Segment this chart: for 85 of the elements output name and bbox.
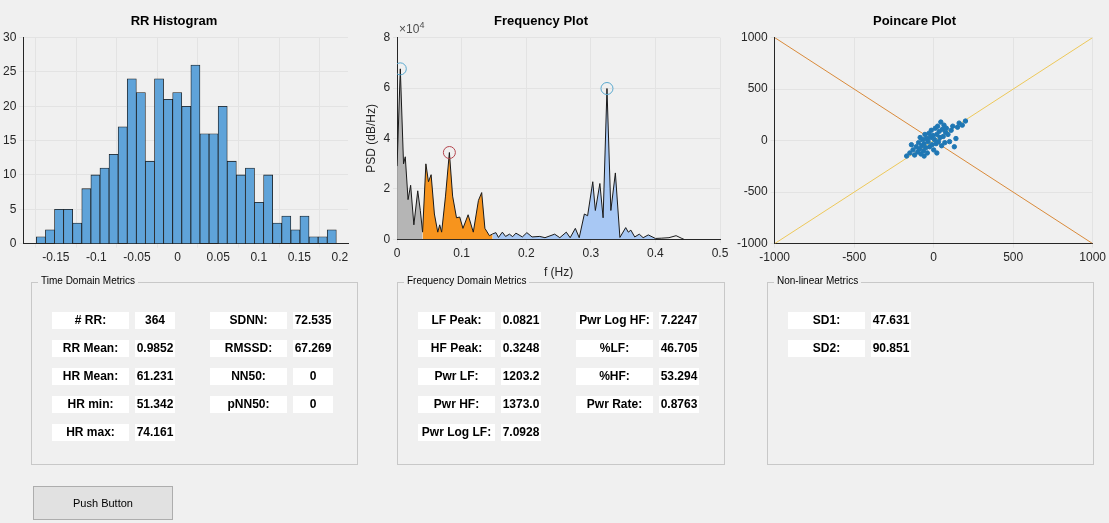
- x-tick-label: 0.2: [517, 245, 535, 260]
- text: 0.8763: [659, 396, 699, 413]
- text: LF Peak:: [418, 312, 495, 329]
- x-tick-label: 0: [174, 250, 182, 265]
- text: 7.2247: [659, 312, 699, 329]
- x-tick-label: -1000: [759, 250, 791, 265]
- x-tick-label: -0.1: [86, 250, 108, 265]
- text: 1203.2: [501, 368, 541, 385]
- text: Pwr Log HF:: [576, 312, 653, 329]
- chart-title: Frequency Plot: [494, 13, 589, 29]
- text: 61.231: [135, 368, 175, 385]
- text: 72.535: [293, 312, 333, 329]
- text: Time Domain Metrics: [38, 275, 139, 286]
- text: 46.705: [659, 340, 699, 357]
- y-tick-label: 0: [761, 132, 768, 147]
- text: 67.269: [293, 340, 333, 357]
- y-tick-label: 25: [2, 64, 17, 79]
- x-tick-label: 0.3: [582, 245, 600, 260]
- chart-title: RR Histogram: [130, 13, 218, 29]
- y-tick-label: 10: [2, 167, 17, 182]
- x-tick-label: 0.1: [453, 245, 471, 260]
- text: 47.631: [871, 312, 911, 329]
- text: RMSSD:: [210, 340, 287, 357]
- y-tick-label: 20: [2, 98, 17, 113]
- x-tick-label: 0.2: [331, 250, 349, 265]
- x-tick-label: 0.1: [250, 250, 268, 265]
- y-tick-label: 5: [9, 201, 17, 216]
- text: HR Mean:: [52, 368, 129, 385]
- y-tick-label: -500: [743, 184, 768, 199]
- text: Pwr HF:: [418, 396, 495, 413]
- text: Pwr Rate:: [576, 396, 653, 413]
- y-tick-label: 15: [2, 132, 17, 147]
- text: SD2:: [788, 340, 865, 357]
- text: Non-linear Metrics: [774, 275, 862, 286]
- text: Pwr LF:: [418, 368, 495, 385]
- x-tick-label: 0: [930, 250, 938, 265]
- text: RR Mean:: [52, 340, 129, 357]
- text: Pwr Log LF:: [418, 424, 495, 441]
- y-tick-label: 2: [383, 181, 391, 196]
- text: 90.851: [871, 340, 911, 357]
- text: 7.0928: [501, 424, 541, 441]
- text: HR min:: [52, 396, 129, 413]
- text: pNN50:: [210, 396, 287, 413]
- y-tick-label: 6: [383, 80, 391, 95]
- text: 1373.0: [501, 396, 541, 413]
- x-tick-label: 0: [393, 245, 401, 260]
- text: SDNN:: [210, 312, 287, 329]
- text: 74.161: [135, 424, 175, 441]
- text: Frequency Domain Metrics: [404, 275, 530, 286]
- y-tick-label: -1000: [736, 235, 769, 250]
- x-tick-label: 500: [1003, 250, 1024, 265]
- x-tick-label: -500: [842, 250, 867, 265]
- text: HR max:: [52, 424, 129, 441]
- text: HF Peak:: [418, 340, 495, 357]
- text: Push Button: [73, 497, 133, 509]
- text: SD1:: [788, 312, 865, 329]
- y-tick-label: 0: [9, 235, 17, 250]
- text: NN50:: [210, 368, 287, 385]
- text: 364: [135, 312, 175, 329]
- x-tick-label: -0.15: [42, 250, 70, 265]
- y-axis-title: PSD (dB/Hz): [363, 104, 378, 173]
- x-tick-label: 1000: [1079, 250, 1107, 265]
- y-tick-label: 4: [383, 130, 391, 145]
- text: 0: [293, 396, 333, 413]
- chart-title: Poincare Plot: [872, 13, 957, 29]
- x-tick-label: -0.05: [123, 250, 151, 265]
- x-tick-label: 0.15: [287, 250, 312, 265]
- x-tick-label: 0.5: [711, 245, 729, 260]
- y-tick-label: 1000: [740, 29, 769, 44]
- x-tick-label: 0.4: [647, 245, 665, 260]
- y-tick-label: 500: [747, 81, 769, 96]
- text: # RR:: [52, 312, 129, 329]
- text: 51.342: [135, 396, 175, 413]
- y-tick-label: 0: [383, 231, 391, 246]
- y-tick-label: 30: [2, 29, 17, 44]
- text: 0.3248: [501, 340, 541, 357]
- x-axis-title: f (Hz): [543, 265, 574, 280]
- y-tick-label: 8: [383, 29, 391, 44]
- text: 0.9852: [135, 340, 175, 357]
- text: %LF:: [576, 340, 653, 357]
- text: 0.0821: [501, 312, 541, 329]
- text: %HF:: [576, 368, 653, 385]
- x-tick-label: 0.05: [206, 250, 231, 265]
- text: 0: [293, 368, 333, 385]
- text: 53.294: [659, 368, 699, 385]
